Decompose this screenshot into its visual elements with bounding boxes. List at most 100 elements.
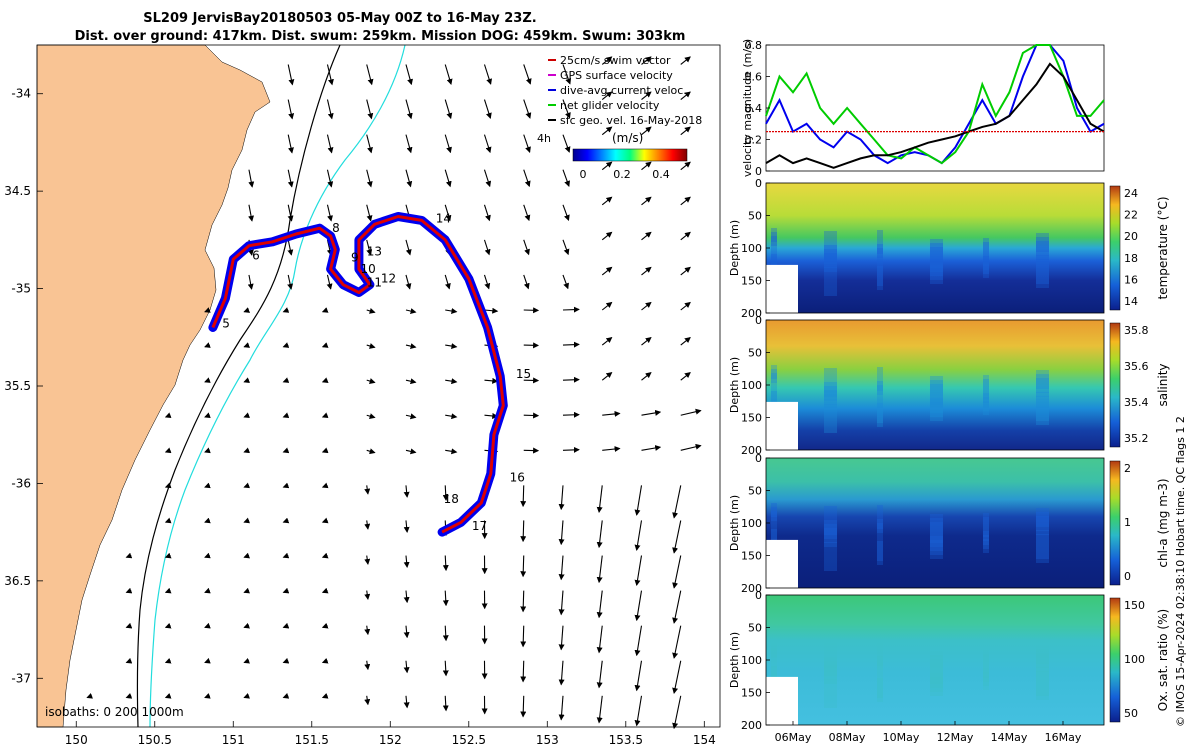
section-texture <box>930 247 943 276</box>
section-texture <box>930 659 943 688</box>
velocity-arrow <box>558 660 565 686</box>
velocity-arrow <box>125 622 133 629</box>
depth-y-tick-label: 50 <box>748 485 762 498</box>
velocity-arrow <box>634 625 643 657</box>
velocity-arrow <box>364 485 371 495</box>
velocity-arrow <box>164 657 172 664</box>
day-label: 11 <box>367 276 382 290</box>
section-texture <box>930 540 943 559</box>
section-texture <box>930 651 943 680</box>
section-texture <box>983 676 989 690</box>
velocity-arrow <box>601 161 613 171</box>
velocity-arrow <box>680 266 691 276</box>
depth-colorbar <box>1109 460 1121 586</box>
time-tick-label: 12May <box>937 731 974 744</box>
section-texture <box>877 385 883 399</box>
day-label: 8 <box>332 221 340 235</box>
section-texture <box>983 539 989 553</box>
depth-y-tick-label: 50 <box>748 347 762 360</box>
velocity-arrow <box>520 485 527 508</box>
section-texture <box>877 674 883 698</box>
map-x-tick-label: 151 <box>222 733 245 747</box>
depth-ylabel: Depth (m) <box>728 357 741 413</box>
velocity-arrow <box>558 520 565 546</box>
velocity-arrow <box>164 552 172 559</box>
velocity-arrow <box>520 625 527 648</box>
section-texture <box>877 230 883 254</box>
depth-section-field <box>766 595 1104 725</box>
velocity-series-line <box>765 44 1105 165</box>
depth-colorbar-label: chl-a (mg m-3) <box>1156 478 1170 567</box>
velocity-arrow <box>287 134 294 154</box>
velocity-arrow <box>204 517 211 524</box>
depth-y-tick-label: 150 <box>741 550 762 563</box>
depth-colorbar-tick-label: 24 <box>1124 187 1138 200</box>
velocity-arrow <box>243 307 251 313</box>
velocity-arrow <box>204 447 211 454</box>
velocity-arrow <box>366 413 376 420</box>
section-texture <box>824 390 837 409</box>
velocity-arrow <box>562 306 580 313</box>
velocity-arrow <box>601 196 613 206</box>
velocity-arrow <box>282 412 290 419</box>
velocity-arrow <box>243 587 251 594</box>
section-texture <box>983 393 989 407</box>
depth-y-tick-label: 200 <box>741 444 762 457</box>
velocity-arrow <box>444 169 452 188</box>
velocity-arrow <box>243 447 251 454</box>
velocity-arrows <box>86 56 702 730</box>
velocity-arrow <box>483 64 493 85</box>
velocity-arrow <box>445 343 458 350</box>
velocity-arrow <box>403 590 410 604</box>
depth-section-field <box>766 183 1104 313</box>
depth-colorbar-label: temperature (°C) <box>1156 197 1170 300</box>
section-texture <box>824 253 837 272</box>
velocity-arrow <box>86 693 94 699</box>
velocity-arrow <box>562 411 580 418</box>
velocity-y-ticks: 0 0.2 0.4 0.6 0.8 <box>745 39 770 178</box>
velocity-arrow <box>125 693 133 699</box>
depth-colorbar <box>1109 185 1121 311</box>
depth-y-tick-label: 50 <box>748 622 762 635</box>
section-texture <box>824 528 837 547</box>
velocity-arrow <box>405 169 413 188</box>
map-x-tick-label: 151.5 <box>295 733 329 747</box>
velocity-arrow <box>204 622 211 629</box>
velocity-y-tick-label: 0 <box>755 165 762 178</box>
velocity-arrow <box>672 660 682 694</box>
velocity-arrow <box>405 413 417 420</box>
velocity-y-tick-label: 0.8 <box>745 39 763 52</box>
section-texture <box>1036 255 1049 284</box>
section-texture <box>930 261 943 280</box>
section-texture <box>930 380 943 409</box>
velocity-arrow <box>405 274 412 290</box>
colorbar-unit: (m/s) <box>612 131 643 145</box>
depth-colorbar-tick-label: 2 <box>1124 462 1131 475</box>
depth-colorbar-tick-label: 20 <box>1124 230 1138 243</box>
velocity-arrow <box>483 169 492 188</box>
depth-y-tick-label: 200 <box>741 307 762 320</box>
section-texture <box>983 517 989 541</box>
section-texture <box>930 265 943 284</box>
velocity-arrow <box>672 555 682 589</box>
velocity-arrow <box>596 695 603 724</box>
velocity-y-tick-label: 0.2 <box>745 134 763 147</box>
day-label: 6 <box>252 248 260 262</box>
velocity-arrow <box>442 485 449 501</box>
day-label: 5 <box>222 317 230 331</box>
section-texture <box>1036 237 1049 256</box>
depth-panel: 0 50 100 150 200 Depth (m) 24 22 20 18 16 14 tempera… <box>728 177 1170 320</box>
depth-colorbar-tick-label: 35.8 <box>1124 324 1149 337</box>
section-texture <box>930 522 943 551</box>
section-texture <box>930 655 943 684</box>
section-texture <box>1036 374 1049 393</box>
day-label: 17 <box>472 519 487 533</box>
legend-entry: net glider velocity <box>560 99 660 112</box>
velocity-arrow <box>672 485 682 519</box>
footer-credit: © IMOS 15-Apr-2024 02:38:10 Hobart time.… <box>1174 416 1187 727</box>
section-texture <box>930 239 943 268</box>
velocity-arrow <box>442 660 449 677</box>
depth-y-tick-label: 0 <box>755 589 762 602</box>
section-texture <box>771 365 777 379</box>
